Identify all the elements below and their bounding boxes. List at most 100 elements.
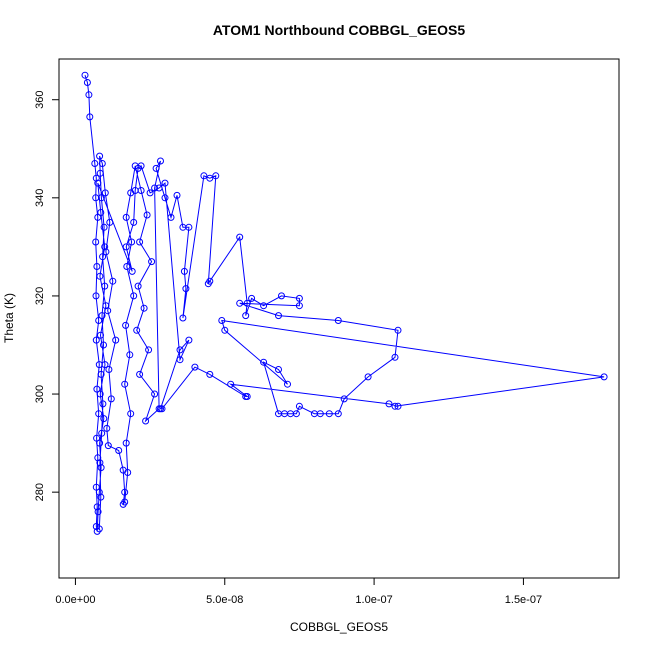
data-point <box>93 434 101 442</box>
data-point <box>95 317 103 324</box>
data-point <box>260 302 268 310</box>
data-point <box>334 410 342 418</box>
data-point <box>140 304 148 312</box>
data-point <box>94 179 102 187</box>
data-point <box>122 321 130 329</box>
data-point <box>248 294 256 302</box>
data-point <box>334 317 342 324</box>
data-point <box>142 417 150 425</box>
data-point <box>96 152 104 160</box>
series-layer <box>81 71 608 535</box>
data-point <box>218 317 226 324</box>
data-point <box>182 285 190 293</box>
data-point <box>100 223 108 231</box>
data-point <box>101 361 109 369</box>
data-point <box>242 312 250 320</box>
data-point <box>93 263 101 270</box>
data-point <box>161 194 169 202</box>
data-point <box>236 299 244 307</box>
data-point <box>151 184 159 192</box>
data-point <box>91 160 99 167</box>
data-point <box>112 336 120 344</box>
data-point <box>284 380 291 388</box>
data-point <box>122 213 130 221</box>
data-point <box>148 258 156 266</box>
data-point <box>81 71 89 79</box>
data-point <box>295 294 303 302</box>
data-point <box>185 336 193 344</box>
data-point <box>99 400 107 408</box>
data-point <box>107 395 115 403</box>
data-point <box>92 238 100 246</box>
data-point <box>146 189 154 197</box>
data-point <box>97 331 104 339</box>
data-point <box>86 113 94 121</box>
data-point <box>600 373 608 381</box>
data-point <box>106 218 114 226</box>
data-point <box>275 410 282 418</box>
data-point <box>133 326 141 334</box>
x-tick-label: 0.0e+00 <box>55 594 95 606</box>
x-tick-label: 1.0e-07 <box>355 594 392 606</box>
data-point <box>121 380 129 388</box>
data-point <box>179 314 187 322</box>
y-tick-label: 300 <box>34 385 46 403</box>
data-point <box>97 194 105 202</box>
data-point <box>236 233 244 241</box>
data-point <box>102 302 110 310</box>
data-point <box>100 415 108 423</box>
data-point <box>124 469 132 476</box>
data-point <box>243 299 251 307</box>
data-point <box>92 292 100 300</box>
data-point <box>105 366 113 373</box>
data-point <box>101 243 109 251</box>
data-point <box>130 292 138 300</box>
data-point <box>364 373 372 381</box>
data-point <box>103 424 111 432</box>
data-point <box>176 356 184 364</box>
x-axis-label: COBBGL_GEOS5 <box>290 620 388 634</box>
data-point <box>101 189 109 197</box>
data-point <box>227 380 235 388</box>
data-point <box>242 393 250 400</box>
y-tick-label: 320 <box>34 287 46 305</box>
data-point <box>94 508 102 516</box>
data-point <box>143 211 151 219</box>
data-point <box>385 400 393 408</box>
data-point <box>134 282 142 290</box>
data-point <box>394 402 402 410</box>
data-point <box>206 277 214 285</box>
data-point <box>100 341 107 349</box>
series-line <box>84 75 605 532</box>
data-point <box>394 326 402 334</box>
y-tick-label: 360 <box>34 91 46 109</box>
data-point <box>206 370 214 378</box>
data-point <box>97 370 105 378</box>
data-point <box>93 527 101 535</box>
data-point <box>93 385 101 393</box>
data-point <box>295 402 303 410</box>
data-point <box>98 312 106 320</box>
data-point <box>98 160 106 167</box>
data-point <box>128 238 136 246</box>
data-point <box>275 312 282 320</box>
data-point <box>122 439 130 447</box>
data-point <box>325 410 333 418</box>
data-point <box>136 370 144 378</box>
data-point <box>83 79 91 86</box>
data-point <box>191 363 199 371</box>
data-point <box>260 358 268 366</box>
data-point <box>96 459 104 467</box>
data-point <box>391 353 399 361</box>
data-point <box>98 429 106 437</box>
data-point <box>121 498 129 506</box>
y-axis-label: Theta (K) <box>2 293 16 343</box>
data-point <box>310 410 318 418</box>
data-point <box>278 292 285 300</box>
data-point <box>221 326 229 334</box>
data-point <box>180 267 188 275</box>
x-axis: 0.0e+00 5.0e-08 1.0e-07 1.5e-07 <box>55 577 542 606</box>
data-point <box>104 442 112 450</box>
data-point <box>128 267 136 275</box>
